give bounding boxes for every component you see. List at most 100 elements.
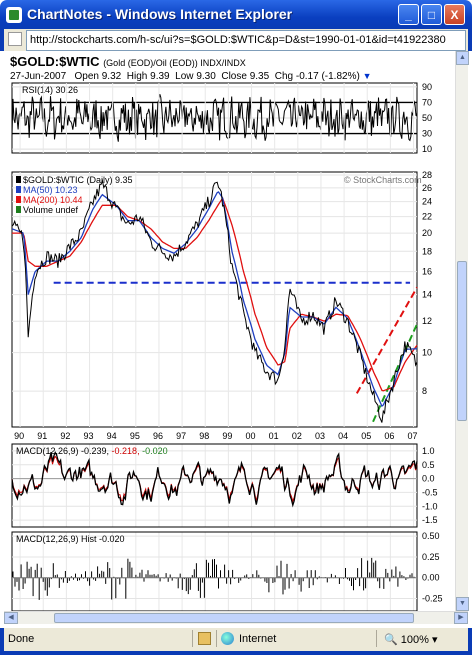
price-tick-label: 22 bbox=[422, 212, 432, 222]
watermark: © StockCharts.com bbox=[344, 175, 422, 185]
vertical-scroll-thumb[interactable] bbox=[457, 261, 467, 421]
scroll-up-icon[interactable]: ▲ bbox=[456, 51, 469, 65]
rsi-tick-label: 30 bbox=[422, 129, 432, 139]
macd-tick-label: 1.0 bbox=[422, 446, 435, 456]
low-label: Low bbox=[175, 71, 194, 82]
status-divider bbox=[376, 630, 377, 647]
quote-date: 27-Jun-2007 bbox=[10, 71, 67, 82]
year-tick-label: 91 bbox=[37, 431, 47, 441]
down-arrow-icon: ▼ bbox=[362, 71, 372, 81]
legend-price-swatch bbox=[16, 176, 21, 183]
macd-line bbox=[11, 451, 418, 508]
rsi-tick-label: 70 bbox=[422, 97, 432, 107]
window-title: ChartNotes - Windows Internet Explorer bbox=[27, 6, 293, 22]
year-tick-label: 95 bbox=[130, 431, 140, 441]
macd-tick-label: 0.5 bbox=[422, 460, 435, 470]
hist-panel bbox=[11, 531, 418, 611]
vertical-scrollbar[interactable]: ▲ ▼ bbox=[455, 51, 469, 611]
legend-ma50-swatch bbox=[16, 186, 21, 193]
year-tick-label: 90 bbox=[14, 431, 24, 441]
horizontal-scrollbar[interactable]: ◀ ▶ bbox=[4, 611, 468, 624]
price-tick-label: 24 bbox=[422, 197, 432, 207]
year-tick-label: 00 bbox=[246, 431, 256, 441]
horizontal-scroll-thumb[interactable] bbox=[54, 613, 414, 623]
year-tick-label: 97 bbox=[176, 431, 186, 441]
year-tick-label: 05 bbox=[361, 431, 371, 441]
price-tick-label: 14 bbox=[422, 290, 432, 300]
macd-panel bbox=[11, 443, 418, 528]
close-button[interactable]: X bbox=[444, 4, 465, 25]
year-tick-label: 04 bbox=[338, 431, 348, 441]
scroll-left-icon[interactable]: ◀ bbox=[4, 612, 18, 624]
rsi-line bbox=[11, 94, 418, 142]
hist-tick-label: -0.25 bbox=[422, 594, 443, 604]
macd-tick-label: 0.0 bbox=[422, 474, 435, 484]
status-divider bbox=[216, 630, 217, 647]
status-divider bbox=[192, 630, 193, 647]
macd-tick-label: -0.5 bbox=[422, 487, 438, 497]
macd-legend: MACD(12,26,9) -0.239, -0.218, -0.020 bbox=[16, 446, 168, 456]
macd-tick-label: -1.0 bbox=[422, 501, 438, 511]
zoom-value: 100% bbox=[400, 634, 429, 646]
rsi-tick-label: 90 bbox=[422, 82, 432, 92]
ma50-line bbox=[11, 191, 417, 408]
rsi-legend: RSI(14) 30.26 bbox=[22, 85, 78, 95]
price-tick-label: 28 bbox=[422, 170, 432, 180]
legend-ma50: MA(50) 10.23 bbox=[23, 185, 78, 195]
channel-upper-line bbox=[355, 286, 418, 394]
open-label: Open bbox=[74, 71, 99, 82]
macd-hist-value: -0.020 bbox=[142, 446, 168, 456]
symbol-text: $GOLD:$WTIC bbox=[10, 54, 100, 69]
title-bar: ChartNotes - Windows Internet Explorer _… bbox=[0, 0, 472, 29]
rsi-tick-label: 50 bbox=[422, 113, 432, 123]
year-tick-label: 96 bbox=[153, 431, 163, 441]
price-tick-label: 26 bbox=[422, 183, 432, 193]
legend-price: $GOLD:$WTIC (Daily) 9.35 bbox=[23, 175, 133, 185]
macd-signal-value: -0.218, bbox=[112, 446, 143, 456]
year-tick-label: 06 bbox=[384, 431, 394, 441]
hist-tick-label: 0.00 bbox=[422, 573, 440, 583]
price-tick-label: 18 bbox=[422, 246, 432, 256]
internet-zone-icon bbox=[221, 632, 234, 645]
stock-chart: 90 70 50 30 10 RSI(14) 30.26 28 26 24 22 20 18 16 14 1… bbox=[11, 82, 443, 611]
price-tick-label: 16 bbox=[422, 267, 432, 277]
high-value: 9.39 bbox=[150, 71, 170, 82]
minimize-button[interactable]: _ bbox=[398, 4, 419, 25]
symbol-description: (Gold (EOD)/Oil (EOD)) INDX/INDX bbox=[103, 58, 246, 68]
open-value: 9.32 bbox=[101, 71, 122, 82]
hist-tick-label: 0.25 bbox=[422, 552, 440, 562]
year-tick-label: 94 bbox=[107, 431, 117, 441]
macd-tick-label: -1.5 bbox=[422, 515, 438, 525]
year-tick-label: 99 bbox=[222, 431, 232, 441]
price-line bbox=[11, 178, 418, 423]
address-field[interactable]: http://stockcharts.com/h-sc/ui?s=$GOLD:$… bbox=[26, 30, 466, 51]
legend-volume-swatch bbox=[16, 206, 21, 213]
chart-symbol: $GOLD:$WTIC (Gold (EOD)/Oil (EOD)) INDX/… bbox=[10, 54, 246, 69]
maximize-button[interactable]: □ bbox=[421, 4, 442, 25]
price-tick-label: 20 bbox=[422, 228, 432, 238]
legend-volume: Volume undef bbox=[23, 205, 79, 215]
page-icon bbox=[8, 32, 22, 46]
legend-ma200-swatch bbox=[16, 196, 21, 203]
zoom-level[interactable]: 🔍 100% ▾ bbox=[384, 634, 438, 646]
year-tick-label: 03 bbox=[315, 431, 325, 441]
quote-line: 27-Jun-2007 Open 9.32 High 9.39 Low 9.30… bbox=[10, 71, 372, 82]
price-tick-label: 8 bbox=[422, 386, 427, 396]
address-bar: http://stockcharts.com/h-sc/ui?s=$GOLD:$… bbox=[0, 29, 472, 51]
price-panel bbox=[11, 171, 418, 428]
high-label: High bbox=[126, 71, 148, 82]
year-tick-label: 07 bbox=[408, 431, 418, 441]
low-value: 9.30 bbox=[196, 71, 216, 82]
rsi-tick-label: 10 bbox=[422, 144, 432, 154]
chg-value: -0.17 (-1.82%) bbox=[295, 71, 360, 82]
price-tick-label: 10 bbox=[422, 348, 432, 358]
price-tick-label: 12 bbox=[422, 316, 432, 326]
year-tick-label: 01 bbox=[269, 431, 279, 441]
channel-lower-line bbox=[372, 323, 418, 423]
close-label: Close bbox=[221, 71, 247, 82]
status-bar: Done Internet 🔍 100% ▾ bbox=[0, 628, 472, 655]
scroll-down-icon[interactable]: ▼ bbox=[456, 597, 469, 611]
close-value: 9.35 bbox=[249, 71, 270, 82]
scroll-right-icon[interactable]: ▶ bbox=[454, 612, 468, 624]
security-zone: Internet bbox=[239, 633, 277, 645]
